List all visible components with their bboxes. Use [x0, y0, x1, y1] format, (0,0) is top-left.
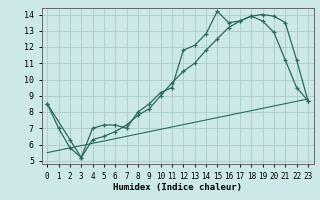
X-axis label: Humidex (Indice chaleur): Humidex (Indice chaleur)	[113, 183, 242, 192]
